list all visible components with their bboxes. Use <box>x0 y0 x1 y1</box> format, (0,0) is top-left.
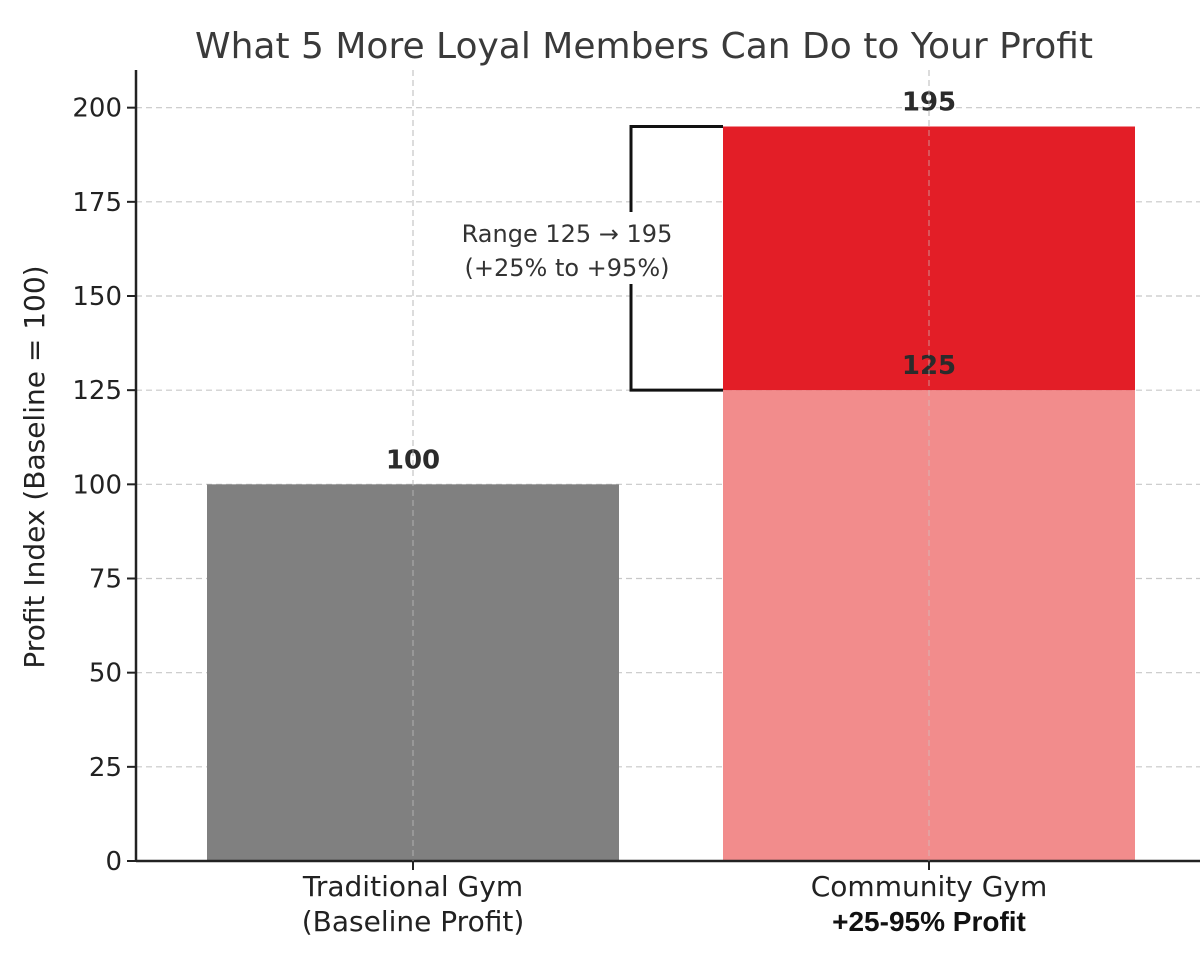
x-category-sublabel: (Baseline Profit) <box>302 905 525 938</box>
ticks-layer: 0 25 50 75 100 125 150 175 200 Traditional Gym(Ba… <box>72 94 1047 938</box>
y-tick-label: 175 <box>72 188 122 218</box>
y-tick-label: 25 <box>89 753 122 783</box>
y-axis-title: Profit Index (Baseline = 100) <box>18 265 51 668</box>
y-tick-label: 125 <box>72 376 122 406</box>
annotation-background <box>440 212 695 284</box>
y-tick-label: 100 <box>72 470 122 500</box>
y-tick-label: 75 <box>89 565 122 595</box>
x-category-sublabel: +25-95% Profit <box>832 906 1026 937</box>
x-category-label: Community Gym <box>811 870 1048 903</box>
y-tick-label: 200 <box>72 94 122 124</box>
range-annotation-text: Range 125 → 195 <box>462 220 673 248</box>
x-category-label: Traditional Gym <box>302 870 523 903</box>
bar-value-label: 125 <box>902 351 956 381</box>
range-annotation-text: (+25% to +95%) <box>465 254 670 282</box>
y-tick-label: 150 <box>72 282 122 312</box>
y-tick-label: 50 <box>89 659 122 689</box>
annotation-layer: Range 125 → 195 (+25% to +95%) <box>440 125 723 392</box>
y-tick-label: 0 <box>105 847 122 877</box>
chart-title: What 5 More Loyal Members Can Do to Your… <box>195 26 1093 67</box>
